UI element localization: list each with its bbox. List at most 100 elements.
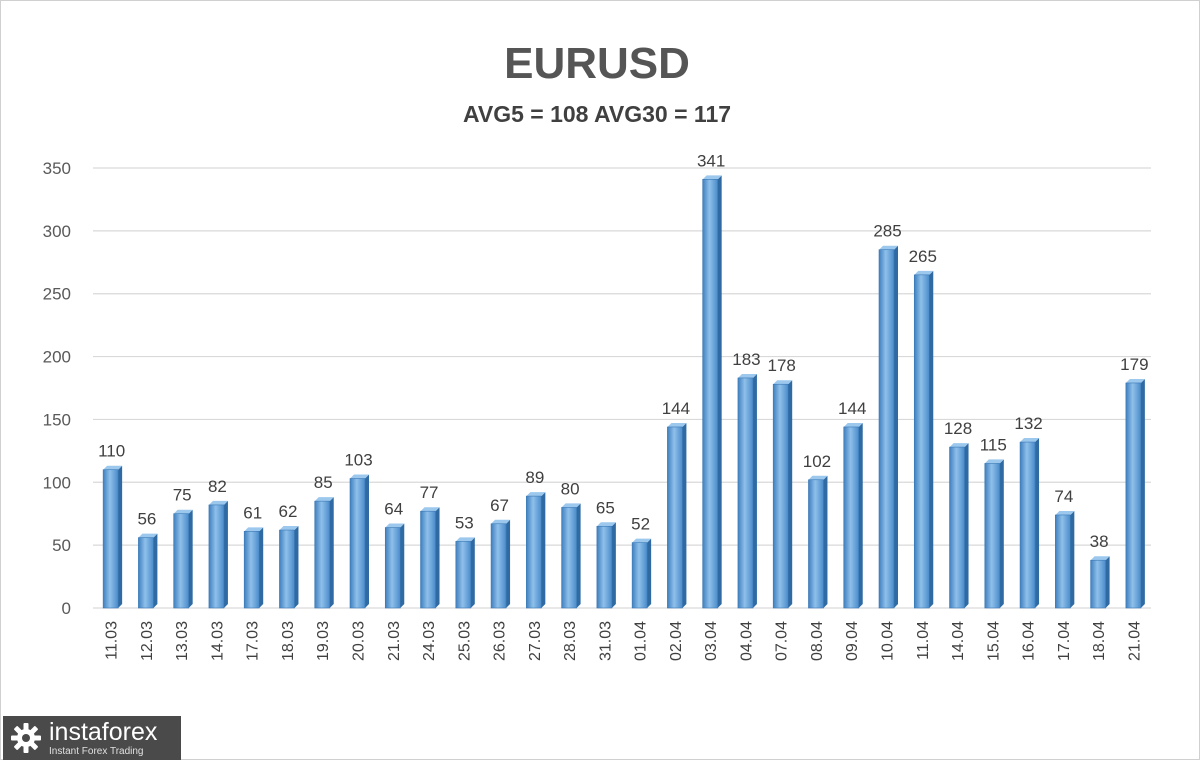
data-label: 183 — [732, 350, 760, 369]
data-label: 65 — [596, 498, 615, 517]
x-tick-label: 17.04 — [1056, 621, 1073, 661]
data-label: 67 — [490, 496, 509, 515]
bar — [208, 500, 228, 609]
data-label: 265 — [909, 247, 937, 266]
instaforex-logo: instaforex Instant Forex Trading — [3, 716, 181, 760]
y-tick-label: 150 — [43, 410, 71, 429]
chart-title: EURUSD — [504, 39, 690, 88]
chart-subtitle: AVG5 = 108 AVG30 = 117 — [462, 101, 732, 127]
data-label: 178 — [768, 356, 796, 375]
x-tick-label: 28.03 — [562, 621, 579, 661]
y-tick-label: 100 — [43, 473, 71, 492]
data-label: 179 — [1120, 355, 1148, 374]
y-tick-label: 200 — [43, 348, 71, 367]
y-tick-label: 50 — [52, 536, 71, 555]
data-label: 77 — [420, 483, 439, 502]
data-label: 144 — [662, 399, 690, 418]
gear-logo-icon — [11, 723, 41, 753]
x-tick-label: 02.04 — [668, 621, 685, 661]
data-label: 52 — [631, 515, 650, 534]
x-tick-label: 10.04 — [880, 621, 897, 661]
x-tick-label: 09.04 — [844, 621, 861, 661]
x-tick-label: 12.03 — [139, 621, 156, 661]
x-tick-label: 01.04 — [633, 621, 650, 661]
data-labels: 110 56 75 82 61 62 85 103 64 77 53 67 89 80 65 52 144 341… — [98, 151, 1148, 551]
bar — [243, 527, 264, 609]
x-tick-label: 26.03 — [492, 621, 509, 661]
data-label: 53 — [455, 513, 474, 532]
bar — [631, 538, 652, 609]
x-tick-label: 27.03 — [527, 621, 544, 661]
y-tick-label: 250 — [43, 285, 71, 304]
x-tick-label: 04.04 — [738, 621, 755, 661]
data-label: 115 — [980, 435, 1007, 454]
bar — [843, 422, 863, 609]
x-tick-label: 03.04 — [703, 621, 720, 661]
x-tick-label: 18.04 — [1091, 621, 1108, 661]
bar — [1090, 556, 1110, 609]
x-tick-label: 07.04 — [774, 621, 791, 661]
bar — [1125, 378, 1145, 609]
x-tick-label: 21.04 — [1126, 621, 1143, 661]
x-tick-label: 20.03 — [351, 621, 368, 661]
data-label: 80 — [561, 479, 580, 498]
data-label: 110 — [98, 442, 125, 461]
y-tick-label: 350 — [43, 159, 71, 178]
bar — [490, 519, 511, 609]
bar — [173, 509, 193, 609]
data-label: 82 — [208, 477, 227, 496]
bar — [667, 422, 687, 609]
bar — [279, 526, 299, 609]
y-tick-label: 0 — [62, 599, 71, 618]
x-tick-label: 31.03 — [597, 621, 614, 661]
gridlines — [93, 167, 1151, 609]
data-label: 61 — [243, 503, 262, 522]
x-tick-label: 21.03 — [386, 621, 403, 661]
bar — [949, 443, 969, 609]
bar — [384, 523, 405, 609]
x-tick-label: 24.03 — [421, 621, 438, 661]
x-tick-label: 14.04 — [950, 621, 967, 661]
x-tick-label: 11.04 — [915, 621, 932, 660]
bar — [1055, 510, 1075, 609]
x-tick-label: 11.03 — [104, 621, 121, 660]
bar — [702, 175, 722, 609]
x-axis-labels: 11.03 12.03 13.03 14.03 17.03 18.03 19.03 20.03… — [104, 621, 1144, 661]
data-label: 341 — [697, 151, 725, 170]
data-label: 85 — [314, 473, 333, 492]
logo-name: instaforex — [49, 717, 158, 746]
bar — [808, 475, 828, 609]
bar — [526, 492, 546, 609]
bar — [138, 533, 158, 609]
bar — [349, 474, 369, 609]
x-tick-label: 17.03 — [245, 621, 262, 661]
bar — [102, 465, 123, 609]
x-tick-label: 15.04 — [985, 621, 1002, 661]
x-tick-label: 19.03 — [315, 621, 332, 661]
data-label: 38 — [1090, 532, 1109, 551]
bar — [596, 522, 616, 609]
x-tick-label: 08.04 — [809, 621, 826, 661]
bar — [737, 373, 757, 609]
data-label: 62 — [279, 502, 298, 521]
data-label: 56 — [137, 510, 156, 529]
x-tick-label: 25.03 — [456, 621, 473, 661]
logo-tagline: Instant Forex Trading — [49, 745, 144, 757]
bars — [102, 175, 1145, 609]
data-label: 74 — [1054, 487, 1073, 506]
bar — [984, 459, 1004, 609]
bar — [420, 507, 440, 609]
data-label: 102 — [803, 452, 831, 471]
bar — [913, 270, 934, 609]
bar — [455, 537, 475, 609]
data-label: 89 — [525, 468, 544, 487]
bar — [314, 497, 334, 609]
x-tick-label: 16.04 — [1021, 621, 1038, 661]
bar-chart: 0 50 100 150 200 250 300 350 110 56 75 82 61 62 85 103… — [43, 151, 1151, 661]
data-label: 103 — [344, 451, 372, 470]
bar — [878, 245, 898, 609]
bar — [1019, 438, 1040, 609]
y-axis-ticks: 0 50 100 150 200 250 300 350 — [43, 159, 71, 618]
data-label: 75 — [173, 486, 192, 505]
